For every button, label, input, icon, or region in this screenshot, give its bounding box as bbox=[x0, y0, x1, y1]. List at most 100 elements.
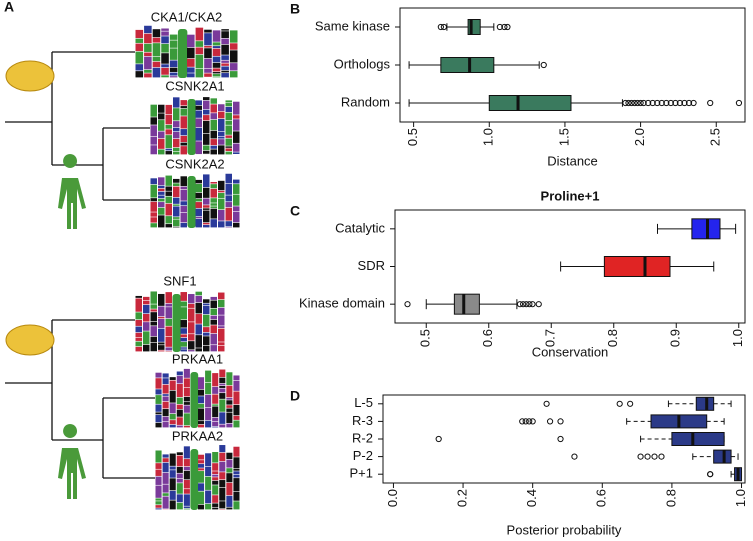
flier bbox=[571, 453, 578, 460]
logo-letter bbox=[183, 508, 190, 510]
logo-letter bbox=[162, 422, 169, 428]
logo-letter bbox=[169, 390, 176, 403]
logo-letter bbox=[169, 67, 178, 72]
logo-letter bbox=[173, 226, 180, 228]
logo-letter bbox=[183, 402, 190, 405]
logo-letter bbox=[150, 201, 157, 212]
logo-letter bbox=[233, 491, 240, 501]
logo-letter bbox=[180, 135, 187, 143]
logo-letter bbox=[180, 301, 187, 307]
logo-letter bbox=[135, 38, 144, 43]
logo-letter bbox=[155, 476, 162, 485]
logo-letter bbox=[165, 129, 172, 135]
category-label: L-5 bbox=[354, 395, 373, 410]
logo-letter bbox=[155, 414, 162, 423]
logo-letter bbox=[173, 219, 180, 227]
logo-letter bbox=[143, 331, 150, 345]
logo-letter bbox=[233, 101, 240, 115]
logo-letter bbox=[173, 206, 180, 217]
logo-letter bbox=[218, 221, 225, 228]
x-tick-label: 1.0 bbox=[733, 489, 748, 507]
logo-letter bbox=[183, 425, 190, 428]
box bbox=[453, 293, 480, 315]
category-label: SDR bbox=[358, 258, 385, 273]
category-label: R-3 bbox=[352, 413, 373, 428]
logo-letter bbox=[198, 424, 205, 428]
logo-letter bbox=[195, 198, 202, 202]
logo-letter bbox=[225, 148, 232, 152]
logo-letter bbox=[233, 478, 240, 492]
logo-letter bbox=[203, 314, 210, 327]
logo-letter bbox=[180, 342, 187, 347]
logo-letter bbox=[169, 413, 176, 420]
logo-letter bbox=[183, 480, 190, 489]
logo-letter bbox=[218, 118, 225, 131]
logo-letter bbox=[210, 333, 217, 345]
logo-letter bbox=[218, 315, 225, 326]
logo-title: CKA1/CKA2 bbox=[151, 9, 223, 24]
logo-letter bbox=[203, 97, 210, 101]
logo-letter bbox=[226, 495, 233, 507]
logo-letter bbox=[143, 322, 150, 331]
logo-letter bbox=[158, 306, 165, 317]
logo-letter bbox=[195, 348, 202, 352]
box bbox=[671, 432, 725, 446]
logo-letter bbox=[233, 446, 240, 457]
logo-letter bbox=[162, 396, 169, 402]
logo-letter bbox=[176, 417, 183, 425]
logo-letter bbox=[173, 138, 180, 148]
logo-letter bbox=[165, 175, 172, 186]
logo-letter bbox=[226, 423, 233, 428]
logo-letter bbox=[169, 76, 178, 78]
logo-s bbox=[187, 176, 196, 228]
x-tick-label: 0.4 bbox=[524, 489, 539, 507]
flier bbox=[435, 435, 442, 443]
flier bbox=[535, 301, 542, 308]
logo-letter bbox=[226, 397, 233, 400]
logo-letter bbox=[218, 307, 225, 315]
logo-letter bbox=[135, 337, 142, 341]
logo-letter bbox=[226, 408, 233, 412]
logo-letter bbox=[180, 146, 187, 155]
flier bbox=[707, 99, 714, 107]
logo-letter bbox=[195, 216, 202, 219]
logo-letter bbox=[158, 131, 165, 139]
logo-letter bbox=[135, 51, 144, 64]
x-tick-label: 0.2 bbox=[454, 489, 469, 507]
logo-letter bbox=[150, 321, 157, 326]
tree-top bbox=[5, 51, 150, 229]
logo-letter bbox=[203, 327, 210, 333]
flier bbox=[640, 99, 647, 107]
flier bbox=[658, 99, 665, 107]
logo-letter bbox=[165, 104, 172, 115]
logo-letter bbox=[219, 369, 226, 378]
logo-letter bbox=[212, 503, 219, 507]
logo-letter bbox=[176, 502, 183, 510]
logo-letter bbox=[203, 225, 210, 228]
logo-letter bbox=[169, 40, 178, 48]
logo-letter bbox=[226, 372, 233, 386]
logo-letter bbox=[161, 43, 169, 53]
x-tick-label: 0.5 bbox=[405, 128, 420, 146]
logo-letter bbox=[225, 202, 232, 208]
logo-letter bbox=[150, 217, 157, 223]
logo-letter bbox=[176, 371, 183, 376]
flier bbox=[676, 99, 684, 107]
logo-letter bbox=[173, 131, 180, 139]
x-tick-label: 1.0 bbox=[481, 128, 496, 146]
x-tick-label: 0.0 bbox=[385, 489, 400, 507]
logo-letter bbox=[169, 500, 176, 510]
logo-letter bbox=[203, 120, 210, 134]
logo-letter bbox=[188, 294, 195, 304]
logo-letter bbox=[212, 46, 221, 49]
logo-letter bbox=[195, 314, 202, 324]
logo-letter bbox=[210, 104, 217, 113]
logo-letter bbox=[203, 205, 210, 208]
flier bbox=[628, 99, 635, 107]
logo-letter bbox=[210, 98, 217, 104]
logo-letter bbox=[233, 143, 240, 152]
logo-letter bbox=[180, 100, 187, 106]
logo-letter bbox=[183, 494, 190, 506]
logo-letter bbox=[218, 328, 225, 342]
logo-letter bbox=[155, 372, 162, 378]
